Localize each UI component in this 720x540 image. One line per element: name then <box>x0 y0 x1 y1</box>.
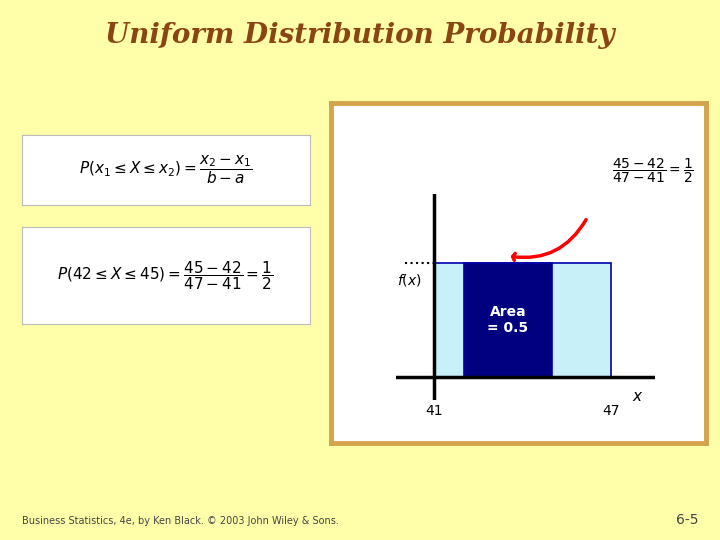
Text: $f(x)$: $f(x)$ <box>397 272 422 288</box>
Text: $x$: $x$ <box>631 389 643 404</box>
Text: 6-5: 6-5 <box>676 512 698 526</box>
Text: Business Statistics, 4e, by Ken Black. © 2003 John Wiley & Sons.: Business Statistics, 4e, by Ken Black. ©… <box>22 516 338 526</box>
Text: $P(x_1 \leq X \leq x_2) = \dfrac{x_2 - x_1}{b - a}$: $P(x_1 \leq X \leq x_2) = \dfrac{x_2 - x… <box>79 154 252 186</box>
Bar <box>464 263 552 377</box>
Text: $\dfrac{45 - 42}{47 - 41} = \dfrac{1}{2}$: $\dfrac{45 - 42}{47 - 41} = \dfrac{1}{2}… <box>613 157 694 185</box>
Bar <box>434 263 611 377</box>
Text: $P(42 \leq X \leq 45) = \dfrac{45 - 42}{47 - 41} = \dfrac{1}{2}$: $P(42 \leq X \leq 45) = \dfrac{45 - 42}{… <box>58 259 274 292</box>
Text: Area
= 0.5: Area = 0.5 <box>487 305 528 335</box>
Text: Uniform Distribution Probability: Uniform Distribution Probability <box>105 22 615 49</box>
